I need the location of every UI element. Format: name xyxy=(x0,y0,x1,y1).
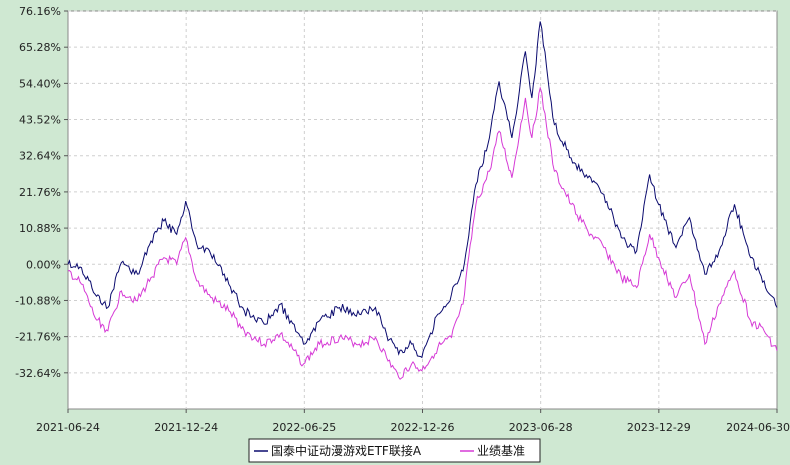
y-tick-label: -32.64% xyxy=(15,367,61,380)
y-tick-label: 32.64% xyxy=(19,150,61,163)
x-tick-label: 2022-12-26 xyxy=(391,421,455,434)
legend-label-series-1: 国泰中证动漫游戏ETF联接A xyxy=(271,443,422,458)
y-tick-label: 10.88% xyxy=(19,222,61,235)
x-tick-label: 2021-06-24 xyxy=(36,421,100,434)
y-tick-label: 43.52% xyxy=(19,114,61,127)
y-tick-label: 54.40% xyxy=(19,77,61,90)
y-tick-label: 21.76% xyxy=(19,186,61,199)
y-axis: 76.16% 65.28% 54.40% 43.52% 32.64% 21.76% 10.8… xyxy=(15,5,68,380)
x-tick-label: 2022-06-25 xyxy=(272,421,336,434)
series-lines xyxy=(67,21,778,380)
grid xyxy=(68,10,777,409)
x-tick-label: 2023-06-28 xyxy=(509,421,573,434)
x-tick-label: 2021-12-24 xyxy=(154,421,218,434)
legend-label-series-2: 业绩基准 xyxy=(477,444,525,458)
series-line-2 xyxy=(67,86,778,380)
series-line-1 xyxy=(67,21,778,359)
legend: 国泰中证动漫游戏ETF联接A 业绩基准 xyxy=(248,438,541,463)
y-tick-label: 76.16% xyxy=(19,5,61,18)
legend-box xyxy=(248,438,541,463)
y-tick-label: 0.00% xyxy=(26,258,61,271)
x-axis: 2021-06-24 2021-12-24 2022-06-25 2022-12-26… xyxy=(36,409,790,434)
y-tick-label: 65.28% xyxy=(19,41,61,54)
y-tick-label: -10.88% xyxy=(15,294,61,307)
x-tick-label: 2024-06-30 xyxy=(726,421,790,434)
y-tick-label: -21.76% xyxy=(15,331,61,344)
x-tick-label: 2023-12-29 xyxy=(627,421,691,434)
